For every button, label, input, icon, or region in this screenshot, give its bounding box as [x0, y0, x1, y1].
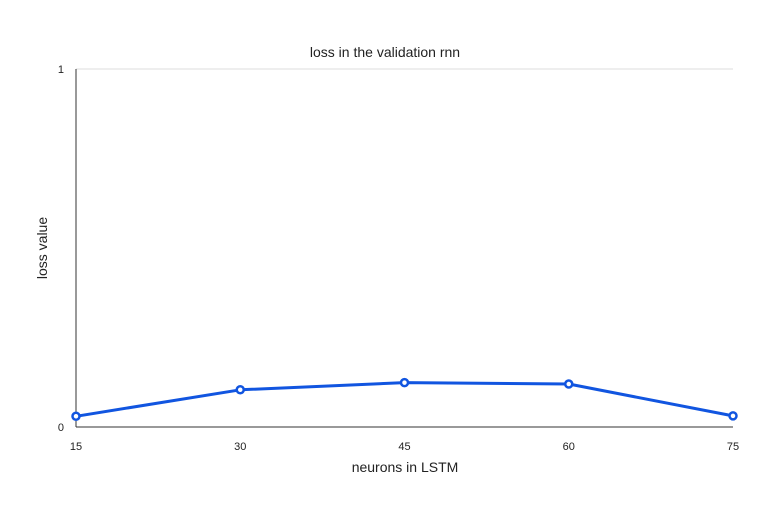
- x-tick-label: 15: [70, 441, 82, 453]
- data-point: [399, 377, 410, 388]
- y-axis-title: loss value: [34, 217, 50, 279]
- x-tick-label: 30: [234, 441, 246, 453]
- data-point: [728, 411, 738, 421]
- x-axis-ticks: 15 30 45 60 75: [70, 441, 739, 453]
- y-tick-label: 1: [58, 64, 64, 76]
- x-tick-label: 75: [727, 441, 739, 453]
- data-point: [564, 379, 574, 389]
- x-tick-label: 60: [563, 441, 575, 453]
- chart-title: loss in the validation rnn: [310, 44, 460, 60]
- data-point: [235, 385, 245, 395]
- y-tick-label: 0: [58, 422, 64, 434]
- x-tick-label: 45: [398, 441, 410, 453]
- data-point: [71, 411, 81, 422]
- series-group: [71, 377, 738, 422]
- y-axis-ticks: 01: [58, 64, 64, 434]
- x-axis-title: neurons in LSTM: [352, 459, 459, 475]
